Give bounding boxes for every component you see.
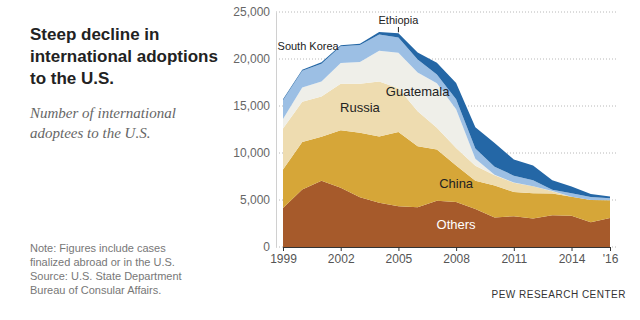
x-tick-label: 2011 xyxy=(501,252,527,266)
text-line: adoptees to the U.S. xyxy=(30,125,150,141)
x-tick-label: 2002 xyxy=(328,252,355,266)
area xyxy=(283,35,610,201)
series-label: South Korea xyxy=(278,40,340,52)
text-line: Steep decline in xyxy=(30,25,159,44)
text-line: to the U.S. xyxy=(30,69,114,88)
text-line: Source: U.S. State Department xyxy=(30,270,182,282)
x-axis: 1999 2002 2005 2008 2011 2014 '16 xyxy=(270,247,618,266)
series-label: Russia xyxy=(340,100,381,115)
series-label: Ethiopia xyxy=(379,14,420,26)
area xyxy=(283,32,610,198)
x-tick: 2005 xyxy=(386,247,413,266)
x-tick-label: 2005 xyxy=(386,252,413,266)
y-axis: 05,00010,00015,00020,00025,000 xyxy=(233,5,276,254)
x-tick-mark xyxy=(514,247,515,251)
credit: PEW RESEARCH CENTER xyxy=(491,289,626,300)
series-label: Guatemala xyxy=(386,84,450,99)
areas xyxy=(283,32,610,247)
chart-svg: Steep decline in international adoptions t… xyxy=(0,0,640,320)
note: Note: Figures include cases finalized abr… xyxy=(30,242,175,268)
x-tick-mark xyxy=(283,247,284,251)
text-line: Note: Figures include cases xyxy=(30,242,166,254)
label-leader xyxy=(398,27,399,32)
y-tick: 15,000 xyxy=(233,99,276,113)
x-tick-mark xyxy=(398,247,399,251)
y-tick: 10,000 xyxy=(233,146,276,160)
x-tick: 2011 xyxy=(501,247,527,266)
series-label: China xyxy=(439,176,474,191)
x-tick: '16 xyxy=(603,247,619,266)
text-line: international adoptions xyxy=(30,47,218,66)
series-labels: Others China Russia Guatemala South Korea Eth… xyxy=(278,14,477,232)
x-tick: 2014 xyxy=(559,247,586,266)
x-tick-label: 2014 xyxy=(559,252,586,266)
x-tick-mark xyxy=(610,247,611,251)
x-tick-label: 1999 xyxy=(270,252,297,266)
title: Steep decline in international adoptions t… xyxy=(30,25,218,88)
y-tick-label: 20,000 xyxy=(233,52,270,66)
x-tick-label: 2008 xyxy=(443,252,470,266)
y-tick-label: 25,000 xyxy=(233,5,270,19)
text-line: Number of international xyxy=(29,105,176,121)
x-tick-mark xyxy=(341,247,342,251)
y-tick-label: 15,000 xyxy=(233,99,270,113)
text-line: finalized abroad or in the U.S. xyxy=(30,256,175,268)
y-tick: 20,000 xyxy=(233,52,276,66)
x-axis-line xyxy=(284,247,611,248)
x-tick-mark xyxy=(572,247,573,251)
x-tick: 1999 xyxy=(270,247,297,266)
grid xyxy=(276,12,618,247)
x-tick-label: '16 xyxy=(603,252,619,266)
text-line: Bureau of Consular Affairs. xyxy=(30,284,161,296)
chart-container: Steep decline in international adoptions t… xyxy=(0,0,640,320)
y-tick: 25,000 xyxy=(233,5,276,19)
source: Source: U.S. State Department Bureau of C… xyxy=(30,270,182,296)
y-tick-label: 10,000 xyxy=(233,146,270,160)
x-tick-mark xyxy=(456,247,457,251)
y-tick: 5,000 xyxy=(240,193,276,207)
subtitle: Number of international adoptees to the U… xyxy=(29,105,176,141)
y-tick-label: 5,000 xyxy=(240,193,270,207)
x-tick: 2002 xyxy=(328,247,355,266)
grid-line xyxy=(276,12,618,13)
x-tick: 2008 xyxy=(443,247,470,266)
series-label: Others xyxy=(437,217,477,232)
